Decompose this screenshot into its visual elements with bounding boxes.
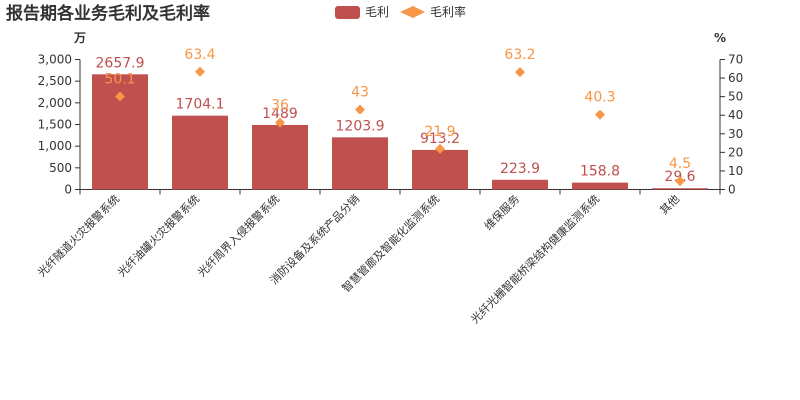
left-axis-tick-label: 1,500 (38, 118, 72, 132)
left-y-axis: 0 500 1,000 1,500 2,000 2,500 3,000 (38, 53, 81, 197)
rate-value-label: 43 (351, 85, 369, 101)
right-axis-tick-label: 50 (728, 90, 743, 104)
right-axis-tick-label: 10 (728, 164, 743, 178)
right-axis-tick-label: 20 (728, 145, 743, 159)
rate-marker (515, 67, 525, 78)
category-label: 光纤光栅智能桥梁结构健康监测系统 (468, 192, 602, 326)
left-axis-tick-label: 2,500 (38, 74, 72, 88)
right-axis-tick-label: 40 (728, 108, 743, 122)
rate-value-label: 63.4 (184, 47, 215, 63)
rate-marker (675, 176, 685, 187)
bar (492, 179, 548, 190)
bar (172, 115, 228, 190)
rate-marker (435, 143, 445, 154)
bar (572, 182, 628, 190)
chart-title: 报告期各业务毛利及毛利率 (6, 3, 210, 24)
bar-value-label: 1704.1 (176, 97, 225, 113)
left-axis-tick-label: 0 (64, 183, 72, 197)
rate-marker (195, 66, 205, 77)
bar (252, 124, 308, 190)
category-label: 维保服务 (481, 192, 522, 233)
left-axis-tick-label: 2,000 (38, 96, 72, 110)
bar-value-label: 1489 (262, 106, 298, 122)
bar-value-label: 2657.9 (96, 55, 145, 71)
bar (652, 188, 708, 190)
category-label: 光纤周界入侵报警系统 (194, 192, 282, 280)
category-label: 光纤油罐火灾报警系统 (114, 192, 202, 280)
bar-value-label: 1203.9 (336, 118, 385, 134)
left-axis-tick-label: 3,000 (38, 53, 72, 67)
right-axis-tick-label: 30 (728, 127, 743, 141)
bar (412, 149, 468, 190)
bar-series (92, 74, 708, 190)
right-y-axis: 0 10 20 30 40 50 60 70 (719, 53, 743, 197)
rate-marker (355, 104, 365, 115)
legend-label-profit: 毛利 (365, 5, 389, 19)
category-labels: 光纤隧道火灾报警系统光纤油罐火灾报警系统光纤周界入侵报警系统消防设备及系统产品分… (34, 192, 682, 326)
left-axis-unit: 万 (73, 31, 86, 45)
legend-label-rate: 毛利率 (430, 4, 466, 19)
bar-value-label: 223.9 (500, 161, 540, 177)
bar (332, 137, 388, 190)
right-axis-tick-label: 0 (728, 183, 736, 197)
right-axis-tick-label: 60 (728, 71, 743, 85)
rate-value-label: 21.9 (424, 124, 455, 140)
bar-value-label: 913.2 (420, 131, 460, 147)
rate-value-labels: 50.1 63.4 36 43 21.9 63.2 40.3 4.5 (104, 47, 691, 172)
rate-value-label: 63.2 (504, 47, 535, 63)
rate-value-label: 50.1 (104, 71, 135, 87)
right-axis-tick-label: 70 (728, 53, 743, 67)
right-axis-unit: % (714, 31, 726, 45)
category-label: 其他 (657, 192, 682, 217)
category-label: 消防设备及系统产品分销 (267, 192, 362, 287)
bar-value-label: 158.8 (580, 164, 620, 180)
rate-value-label: 40.3 (584, 90, 615, 106)
bar-value-labels: 2657.91704.114891203.9913.2223.9158.829.… (96, 55, 696, 185)
rate-marker (275, 117, 285, 128)
category-label: 光纤隧道火灾报警系统 (34, 192, 122, 280)
rate-value-label: 4.5 (669, 156, 691, 172)
rate-marker (115, 91, 125, 102)
rate-value-label: 36 (271, 98, 289, 114)
x-axis (79, 189, 721, 195)
left-axis-tick-label: 1,000 (38, 139, 72, 153)
legend-bar-swatch (335, 6, 360, 19)
legend[interactable]: 毛利 毛利率 (335, 4, 466, 19)
rate-series (115, 66, 685, 187)
rate-marker (595, 109, 605, 120)
legend-diamond-swatch (400, 6, 425, 18)
left-axis-tick-label: 500 (49, 161, 72, 175)
